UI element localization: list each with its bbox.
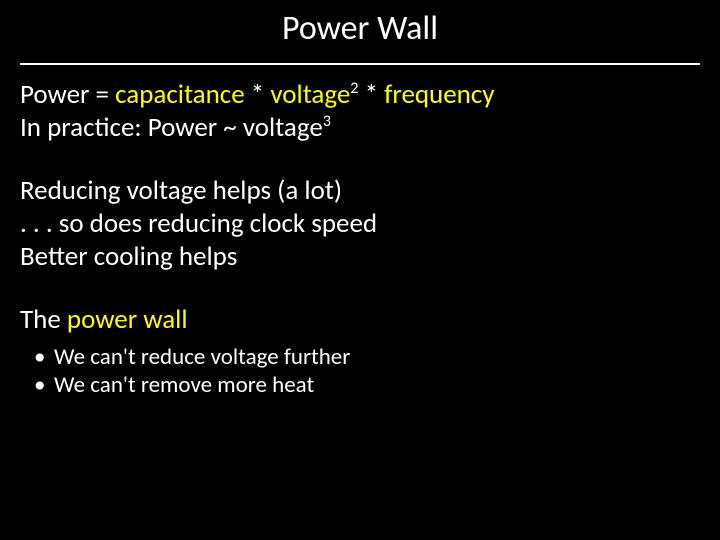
power-wall-bullets: We can't reduce voltage further We can't… <box>20 343 700 399</box>
equation-block: Power = capacitance * voltage2 * frequen… <box>20 79 700 145</box>
term-power-wall: power wall <box>67 303 188 336</box>
line-reducing-clock: . . . so does reducing clock speed <box>20 208 700 241</box>
line-better-cooling: Better cooling helps <box>20 241 700 274</box>
bullet-item: We can't remove more heat <box>54 371 700 399</box>
equation-line-1: Power = capacitance * voltage2 * frequen… <box>20 79 700 112</box>
power-wall-heading: The power wall <box>20 304 700 337</box>
text: The <box>20 303 67 336</box>
slide-title: Power Wall <box>20 8 700 53</box>
term-capacitance: capacitance <box>115 78 245 111</box>
middle-block: Reducing voltage helps (a lot) . . . so … <box>20 175 700 274</box>
text: * <box>358 78 384 111</box>
slide: Power Wall Power = capacitance * voltage… <box>0 0 720 540</box>
text: In practice: Power ~ voltage <box>20 111 323 144</box>
title-underline <box>20 63 700 65</box>
text: * <box>245 78 271 111</box>
slide-body: Power = capacitance * voltage2 * frequen… <box>20 79 700 399</box>
superscript-3: 3 <box>323 112 331 131</box>
equation-line-2: In practice: Power ~ voltage3 <box>20 112 700 145</box>
bullet-item: We can't reduce voltage further <box>54 343 700 371</box>
text: Power = <box>20 78 115 111</box>
power-wall-block: The power wall We can't reduce voltage f… <box>20 304 700 399</box>
line-reducing-voltage: Reducing voltage helps (a lot) <box>20 175 700 208</box>
term-voltage: voltage <box>270 78 350 111</box>
term-frequency: frequency <box>384 78 494 111</box>
